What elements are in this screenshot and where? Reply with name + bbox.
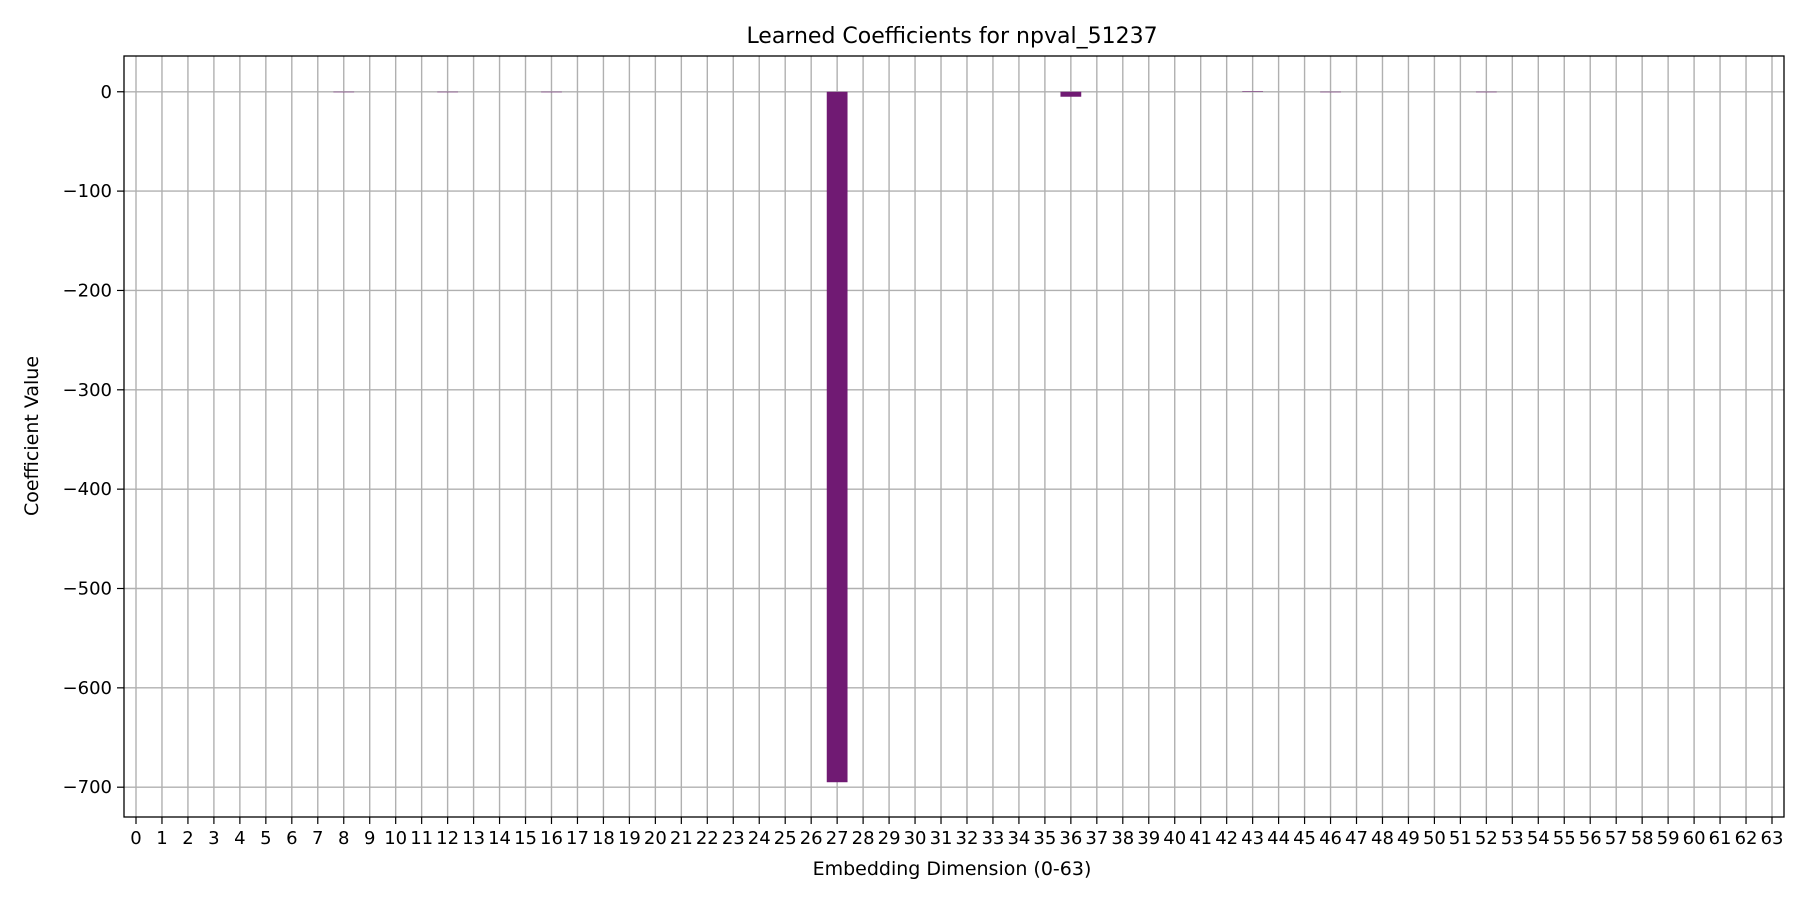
x-tick-label: 52 (1475, 828, 1498, 849)
x-tick-label: 6 (286, 828, 297, 849)
y-axis: 0 −100 −200 −300 −400 −500 −600 −700 (63, 82, 124, 798)
x-tick-label: 15 (514, 828, 537, 849)
x-tick-label: 8 (338, 828, 349, 849)
y-tick-label: −100 (63, 181, 112, 202)
x-tick-label: 23 (722, 828, 745, 849)
x-tick-label: 13 (462, 828, 485, 849)
x-tick-label: 22 (696, 828, 719, 849)
x-tick-label: 12 (436, 828, 459, 849)
x-tick-label: 56 (1579, 828, 1602, 849)
x-tick-label: 0 (130, 828, 141, 849)
x-tick-label: 31 (930, 828, 953, 849)
x-tick-label: 33 (981, 828, 1004, 849)
x-tick-label: 63 (1761, 828, 1784, 849)
chart-title: Learned Coefficients for npval_51237 (746, 24, 1157, 49)
grid-lines (124, 56, 1784, 817)
bar (1060, 92, 1081, 97)
x-tick-label: 14 (488, 828, 511, 849)
x-tick-label: 34 (1007, 828, 1030, 849)
x-tick-label: 37 (1085, 828, 1108, 849)
x-tick-label: 39 (1137, 828, 1160, 849)
x-tick-label: 43 (1241, 828, 1264, 849)
x-tick-label: 18 (592, 828, 615, 849)
x-tick-label: 55 (1553, 828, 1576, 849)
x-tick-label: 36 (1059, 828, 1082, 849)
x-tick-label: 24 (748, 828, 771, 849)
x-tick-label: 25 (774, 828, 797, 849)
x-tick-label: 7 (312, 828, 323, 849)
x-tick-label: 48 (1371, 828, 1394, 849)
x-tick-label: 27 (826, 828, 849, 849)
x-tick-label: 17 (566, 828, 589, 849)
x-tick-label: 30 (904, 828, 927, 849)
x-tick-label: 21 (670, 828, 693, 849)
x-axis-label: Embedding Dimension (0-63) (813, 858, 1092, 880)
x-tick-label: 59 (1657, 828, 1680, 849)
plot-area-frame (124, 56, 1784, 817)
x-tick-label: 60 (1683, 828, 1706, 849)
x-tick-label: 10 (384, 828, 407, 849)
x-tick-label: 2 (182, 828, 193, 849)
x-tick-label: 61 (1709, 828, 1732, 849)
x-tick-label: 1 (156, 828, 167, 849)
x-tick-label: 4 (234, 828, 245, 849)
y-axis-label: Coefficient Value (21, 356, 43, 516)
x-tick-label: 51 (1449, 828, 1472, 849)
y-tick-label: −200 (63, 280, 112, 301)
x-tick-label: 62 (1735, 828, 1758, 849)
y-tick-label: 0 (101, 82, 112, 103)
x-tick-label: 49 (1397, 828, 1420, 849)
x-tick-label: 5 (260, 828, 271, 849)
x-tick-label: 47 (1345, 828, 1368, 849)
x-tick-label: 50 (1423, 828, 1446, 849)
x-tick-label: 46 (1319, 828, 1342, 849)
y-tick-label: −300 (63, 380, 112, 401)
x-tick-label: 16 (540, 828, 563, 849)
x-tick-label: 11 (410, 828, 433, 849)
x-tick-label: 57 (1605, 828, 1628, 849)
x-tick-label: 58 (1631, 828, 1654, 849)
y-tick-label: −400 (63, 479, 112, 500)
x-tick-label: 54 (1527, 828, 1550, 849)
x-tick-label: 41 (1189, 828, 1212, 849)
x-tick-label: 44 (1267, 828, 1290, 849)
x-tick-label: 32 (956, 828, 979, 849)
x-tick-label: 38 (1111, 828, 1134, 849)
x-tick-label: 40 (1163, 828, 1186, 849)
x-tick-label: 3 (208, 828, 219, 849)
x-tick-label: 19 (618, 828, 641, 849)
y-tick-label: −500 (63, 579, 112, 600)
x-tick-label: 45 (1293, 828, 1316, 849)
y-tick-label: −700 (63, 777, 112, 798)
bar (827, 92, 848, 782)
x-tick-label: 26 (800, 828, 823, 849)
x-tick-label: 28 (852, 828, 875, 849)
x-tick-label: 20 (644, 828, 667, 849)
x-tick-label: 35 (1033, 828, 1056, 849)
y-tick-label: −600 (63, 678, 112, 699)
x-tick-label: 42 (1215, 828, 1238, 849)
x-tick-label: 53 (1501, 828, 1524, 849)
x-tick-label: 9 (364, 828, 375, 849)
x-tick-label: 29 (878, 828, 901, 849)
